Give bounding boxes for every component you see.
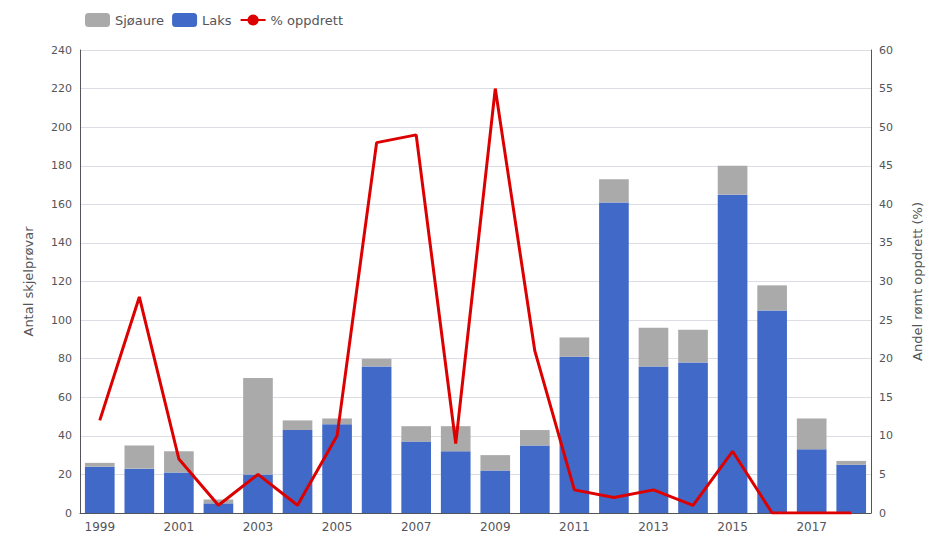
svg-text:1999: 1999 <box>85 520 116 534</box>
svg-text:0: 0 <box>879 507 886 520</box>
svg-text:Laks: Laks <box>202 13 232 28</box>
svg-text:2009: 2009 <box>480 520 511 534</box>
svg-text:40: 40 <box>879 198 893 211</box>
svg-text:160: 160 <box>51 198 72 211</box>
svg-text:20: 20 <box>879 352 893 365</box>
svg-text:180: 180 <box>51 159 72 172</box>
svg-text:2003: 2003 <box>243 520 274 534</box>
svg-text:0: 0 <box>65 507 72 520</box>
svg-text:240: 240 <box>51 44 72 57</box>
svg-text:% oppdrett: % oppdrett <box>271 13 343 28</box>
svg-text:2017: 2017 <box>796 520 827 534</box>
svg-text:60: 60 <box>879 44 893 57</box>
svg-text:15: 15 <box>879 391 893 404</box>
svg-text:55: 55 <box>879 82 893 95</box>
svg-text:5: 5 <box>879 468 886 481</box>
svg-text:140: 140 <box>51 236 72 249</box>
svg-text:220: 220 <box>51 82 72 95</box>
svg-text:50: 50 <box>879 121 893 134</box>
svg-text:45: 45 <box>879 159 893 172</box>
svg-text:35: 35 <box>879 236 893 249</box>
svg-text:60: 60 <box>58 391 72 404</box>
svg-text:25: 25 <box>879 314 893 327</box>
svg-text:Andel rømt oppdrett (%): Andel rømt oppdrett (%) <box>910 202 925 361</box>
svg-text:200: 200 <box>51 121 72 134</box>
svg-text:2001: 2001 <box>164 520 195 534</box>
svg-text:120: 120 <box>51 275 72 288</box>
svg-text:2005: 2005 <box>322 520 353 534</box>
svg-text:100: 100 <box>51 314 72 327</box>
svg-text:2013: 2013 <box>638 520 669 534</box>
svg-text:30: 30 <box>879 275 893 288</box>
svg-text:80: 80 <box>58 352 72 365</box>
svg-text:20: 20 <box>58 468 72 481</box>
svg-text:2007: 2007 <box>401 520 432 534</box>
svg-text:2015: 2015 <box>717 520 748 534</box>
svg-text:40: 40 <box>58 429 72 442</box>
svg-text:2011: 2011 <box>559 520 590 534</box>
svg-text:10: 10 <box>879 429 893 442</box>
svg-text:Sjøaure: Sjøaure <box>115 13 164 28</box>
svg-text:Antal skjelprøvar: Antal skjelprøvar <box>21 226 36 337</box>
